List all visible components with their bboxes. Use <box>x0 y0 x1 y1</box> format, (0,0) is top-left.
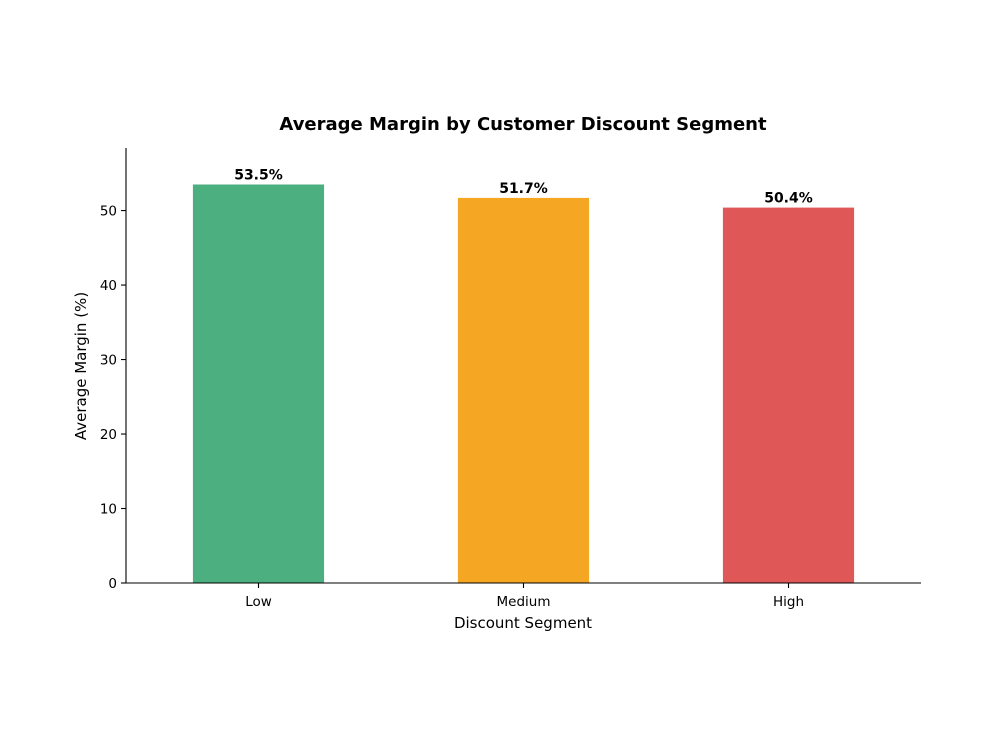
y-tick-label-30: 30 <box>100 353 117 369</box>
x-tick-label-low: Low <box>245 594 272 610</box>
x-tick-label-medium: Medium <box>497 594 551 610</box>
x-axis-label: Discount Segment <box>454 614 592 632</box>
bars-layer <box>192 184 855 583</box>
x-axis-ticks: Low Medium High <box>245 583 804 610</box>
data-label-low: 53.5% <box>234 167 283 183</box>
x-tick-label-high: High <box>773 594 804 610</box>
data-label-high: 50.4% <box>764 191 813 207</box>
y-tick-label-0: 0 <box>108 576 117 592</box>
y-tick-label-10: 10 <box>100 502 117 518</box>
data-labels-layer: 53.5% 51.7% 50.4% <box>234 167 813 206</box>
bar-low <box>192 184 325 583</box>
y-axis-ticks: 0 10 20 30 40 50 <box>100 204 126 592</box>
y-axis-label: Average Margin (%) <box>72 292 90 440</box>
data-label-medium: 51.7% <box>499 181 548 197</box>
y-tick-label-50: 50 <box>100 204 117 220</box>
y-tick-label-40: 40 <box>100 278 117 294</box>
y-tick-label-20: 20 <box>100 427 117 443</box>
bar-medium <box>457 197 590 583</box>
bar-high <box>722 207 855 583</box>
chart-title: Average Margin by Customer Discount Segm… <box>279 114 767 135</box>
